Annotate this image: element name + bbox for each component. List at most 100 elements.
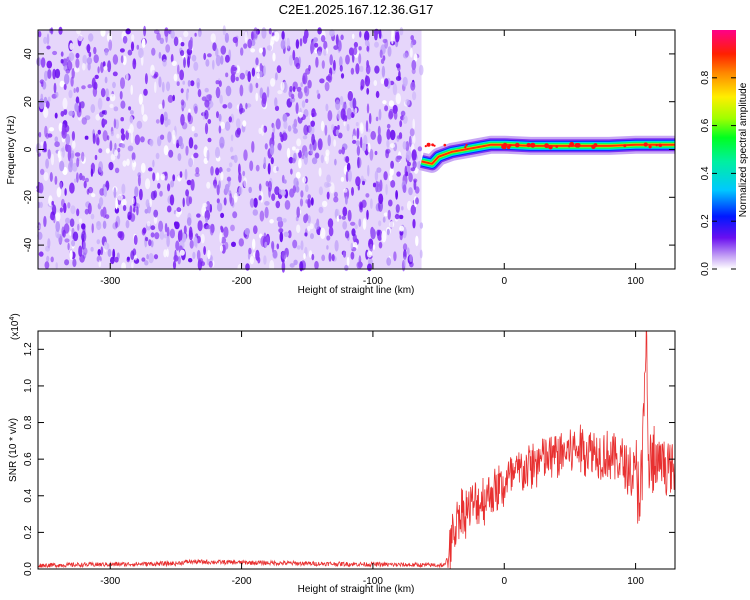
noise-blob — [140, 162, 146, 173]
noise-blob — [189, 239, 194, 249]
noise-blob — [274, 97, 278, 108]
noise-blob — [157, 182, 161, 189]
noise-blob — [162, 99, 165, 109]
noise-blob — [310, 197, 314, 206]
noise-blob — [67, 202, 71, 209]
noise-blob — [389, 129, 396, 141]
noise-blob — [235, 118, 241, 129]
noise-blob — [397, 135, 403, 140]
noise-blob — [72, 231, 79, 242]
noise-blob — [158, 103, 163, 110]
noise-blob — [235, 37, 239, 47]
noise-blob — [366, 45, 370, 52]
noise-blob — [92, 133, 96, 145]
noise-blob — [196, 249, 201, 261]
noise-blob — [62, 229, 66, 238]
noise-blob — [311, 112, 315, 118]
noise-blob — [400, 110, 406, 117]
noise-blob — [393, 110, 398, 120]
noise-blob — [148, 253, 154, 264]
noise-blob — [345, 171, 349, 182]
noise-blob — [152, 159, 155, 168]
noise-blob — [257, 256, 261, 264]
noise-blob — [129, 116, 134, 123]
noise-blob — [131, 261, 134, 269]
noise-blob — [146, 221, 151, 227]
snr-series — [38, 331, 675, 569]
noise-blob — [276, 166, 279, 172]
noise-blob — [95, 114, 101, 121]
noise-blob — [94, 154, 98, 161]
x-tick-label: -300 — [100, 276, 120, 287]
noise-blob — [369, 148, 374, 161]
signal-peak — [501, 144, 506, 149]
noise-blob — [350, 67, 355, 75]
noise-blob — [311, 253, 315, 261]
noise-blob — [65, 133, 71, 145]
noise-blob — [131, 152, 136, 161]
noise-blob — [206, 94, 213, 100]
noise-blob — [159, 37, 164, 44]
noise-blob — [70, 205, 76, 215]
noise-blob — [91, 193, 96, 198]
noise-blob — [46, 255, 50, 262]
noise-blob — [97, 66, 100, 74]
noise-blob — [342, 221, 348, 230]
noise-blob — [129, 110, 134, 115]
noise-blob — [207, 137, 212, 143]
noise-blob — [386, 139, 390, 148]
noise-blob — [205, 217, 208, 223]
noise-blob — [229, 146, 234, 153]
noise-blob — [335, 99, 341, 111]
noise-blob — [134, 134, 141, 146]
noise-blob — [250, 48, 256, 53]
noise-blob — [48, 127, 55, 132]
noise-blob — [375, 90, 380, 99]
noise-blob — [408, 187, 413, 196]
noise-blob — [77, 223, 80, 231]
noise-blob — [194, 32, 197, 37]
noise-blob — [165, 31, 168, 43]
noise-blob — [411, 149, 417, 161]
noise-blob — [240, 47, 244, 56]
noise-blob — [300, 82, 304, 88]
colorbar-tick-label: 0.4 — [700, 166, 711, 180]
noise-blob — [381, 230, 387, 243]
signal-peak — [569, 141, 575, 147]
noise-blob — [366, 209, 369, 220]
noise-blob — [262, 47, 266, 57]
noise-blob — [296, 206, 301, 218]
noise-blob — [72, 258, 77, 268]
noise-blob — [346, 107, 352, 120]
noise-blob — [51, 200, 54, 206]
noise-blob — [150, 190, 156, 201]
noise-blob — [52, 68, 57, 80]
noise-blob — [122, 55, 127, 66]
noise-blob — [103, 65, 108, 71]
noise-blob — [145, 178, 151, 190]
noise-blob — [155, 119, 160, 124]
noise-blob — [136, 120, 143, 129]
noise-blob — [226, 176, 232, 182]
noise-blob — [60, 51, 64, 57]
noise-blob — [269, 143, 275, 156]
noise-blob — [179, 249, 185, 256]
noise-blob — [264, 206, 269, 219]
noise-blob — [191, 54, 197, 62]
noise-blob — [314, 152, 320, 159]
signal-peak — [530, 142, 536, 148]
noise-blob — [357, 156, 360, 169]
noise-blob — [174, 249, 177, 262]
noise-blob — [203, 157, 208, 164]
noise-blob — [193, 152, 199, 159]
noise-blob — [377, 133, 382, 145]
noise-blob — [158, 76, 162, 88]
noise-blob — [374, 30, 378, 41]
noise-blob — [231, 66, 238, 71]
noise-blob — [325, 103, 329, 112]
noise-blob — [122, 35, 128, 44]
noise-blob — [252, 209, 258, 216]
noise-blob — [228, 116, 232, 123]
noise-blob — [340, 108, 346, 121]
noise-blob — [74, 152, 81, 157]
